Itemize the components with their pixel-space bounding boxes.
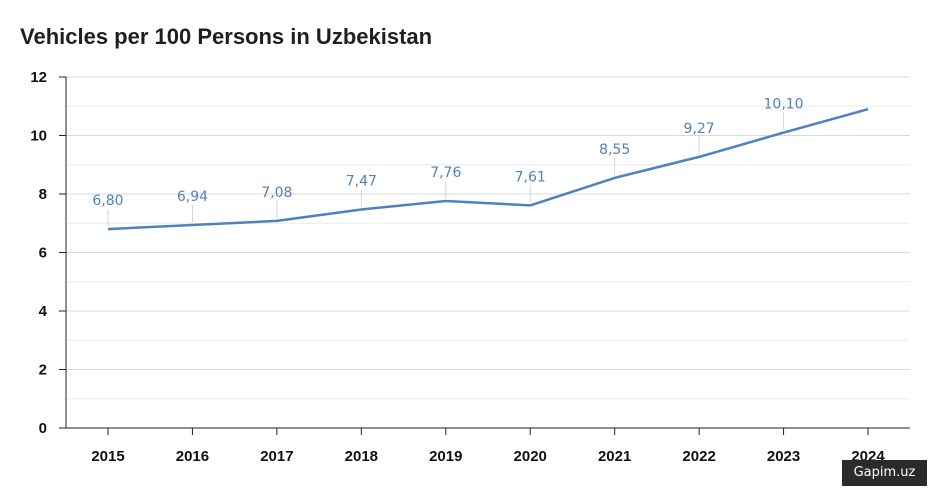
data-label: 8,55 [599, 142, 630, 158]
data-label: 9,27 [684, 121, 715, 137]
y-tick-label: 8 [39, 186, 47, 203]
x-tick-label: 2016 [176, 448, 209, 465]
x-tick-label: 2018 [345, 448, 378, 465]
data-label: 10,10 [764, 97, 804, 113]
series-line [107, 107, 869, 231]
data-label: 7,61 [515, 169, 546, 185]
data-label: 7,47 [346, 174, 377, 190]
y-tick-label: 0 [39, 420, 47, 437]
y-tick-label: 6 [39, 245, 47, 262]
data-labels: 6,80 6,94 7,08 7,47 7,76 7,61 8,55 9,27 10,10 [92, 97, 804, 227]
x-tick-label: 2023 [767, 448, 800, 465]
watermark-logo: Gapim.uz [842, 460, 927, 486]
series-group [107, 107, 869, 231]
data-label: 6,94 [177, 189, 208, 205]
x-tick-label: 2021 [598, 448, 631, 465]
y-tick-label: 2 [39, 362, 47, 379]
y-tick-label: 12 [30, 69, 47, 86]
y-axis-ticks: 0 2 4 6 8 10 12 [30, 69, 66, 437]
y-tick-label: 10 [30, 128, 47, 145]
x-tick-label: 2022 [682, 448, 715, 465]
x-axis-ticks: 2015 2016 2017 2018 2019 2020 2021 2022 2023 2024 [91, 428, 885, 465]
x-tick-label: 2020 [514, 448, 547, 465]
x-tick-label: 2019 [429, 448, 462, 465]
data-label: 6,80 [92, 193, 123, 209]
data-label: 7,76 [430, 165, 461, 181]
y-tick-label: 4 [39, 303, 48, 320]
data-label: 7,08 [261, 185, 292, 201]
x-tick-label: 2015 [91, 448, 124, 465]
chart-title: Vehicles per 100 Persons in Uzbekistan [20, 24, 432, 49]
x-tick-label: 2017 [260, 448, 293, 465]
